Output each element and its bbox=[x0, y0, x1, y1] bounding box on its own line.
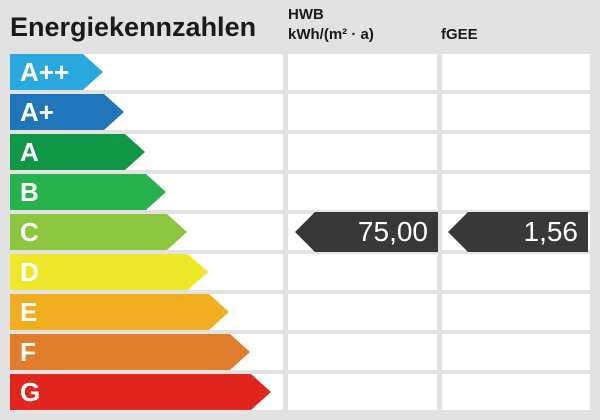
scale-row-F: F bbox=[0, 334, 600, 370]
hwb-column-header: HWB kWh/(m² · a) bbox=[288, 5, 374, 45]
fgee-column-label: fGEE bbox=[441, 26, 478, 43]
rating-letter: A++ bbox=[20, 57, 70, 87]
rating-arrow-G: G bbox=[10, 374, 271, 410]
scale-row-A+: A+ bbox=[0, 94, 600, 130]
rating-arrow-F: F bbox=[10, 334, 250, 370]
page-title: Energiekennzahlen bbox=[10, 12, 257, 42]
fgee-cell bbox=[442, 254, 590, 290]
hwb-cell bbox=[288, 334, 437, 370]
hwb-cell bbox=[288, 374, 437, 410]
rating-letter: G bbox=[20, 377, 41, 407]
hwb-column-unit: kWh/(m² · a) bbox=[288, 26, 374, 43]
fgee-cell bbox=[442, 54, 590, 90]
rating-arrow-C: C bbox=[10, 214, 187, 250]
rating-arrow-A++: A++ bbox=[10, 54, 103, 90]
rating-letter: F bbox=[20, 337, 36, 367]
fgee-column-header: fGEE bbox=[441, 25, 478, 45]
fgee-value: 1,56 bbox=[523, 216, 579, 247]
hwb-column-label: HWB bbox=[288, 6, 324, 23]
scale-row-D: D bbox=[0, 254, 600, 290]
fgee-cell bbox=[442, 174, 590, 210]
rating-arrow-B: B bbox=[10, 174, 166, 210]
hwb-cell bbox=[288, 134, 437, 170]
fgee-cell bbox=[442, 374, 590, 410]
hwb-cell bbox=[288, 94, 437, 130]
rating-letter: D bbox=[20, 257, 39, 287]
hwb-cell bbox=[288, 294, 437, 330]
scale-row-A: A bbox=[0, 134, 600, 170]
fgee-cell bbox=[442, 134, 590, 170]
rating-letter: A bbox=[20, 137, 39, 167]
fgee-value-arrow: 1,56 bbox=[448, 212, 588, 252]
hwb-cell bbox=[288, 54, 437, 90]
scale-row-E: E bbox=[0, 294, 600, 330]
hwb-cell bbox=[288, 174, 437, 210]
hwb-value: 75,00 bbox=[357, 216, 428, 247]
scale-row-B: B bbox=[0, 174, 600, 210]
rating-arrow-D: D bbox=[10, 254, 208, 290]
rating-letter: A+ bbox=[20, 97, 54, 127]
rating-letter: B bbox=[20, 177, 39, 207]
fgee-cell bbox=[442, 294, 590, 330]
scale-row-A++: A++ bbox=[0, 54, 600, 90]
fgee-cell bbox=[442, 334, 590, 370]
fgee-cell bbox=[442, 94, 590, 130]
hwb-cell bbox=[288, 254, 437, 290]
rating-letter: E bbox=[20, 297, 38, 327]
hwb-value-arrow: 75,00 bbox=[295, 212, 438, 252]
scale-row-G: G bbox=[0, 374, 600, 410]
rating-arrow-A: A bbox=[10, 134, 145, 170]
rating-letter: C bbox=[20, 217, 39, 247]
rating-arrow-A+: A+ bbox=[10, 94, 124, 130]
rating-arrow-E: E bbox=[10, 294, 229, 330]
